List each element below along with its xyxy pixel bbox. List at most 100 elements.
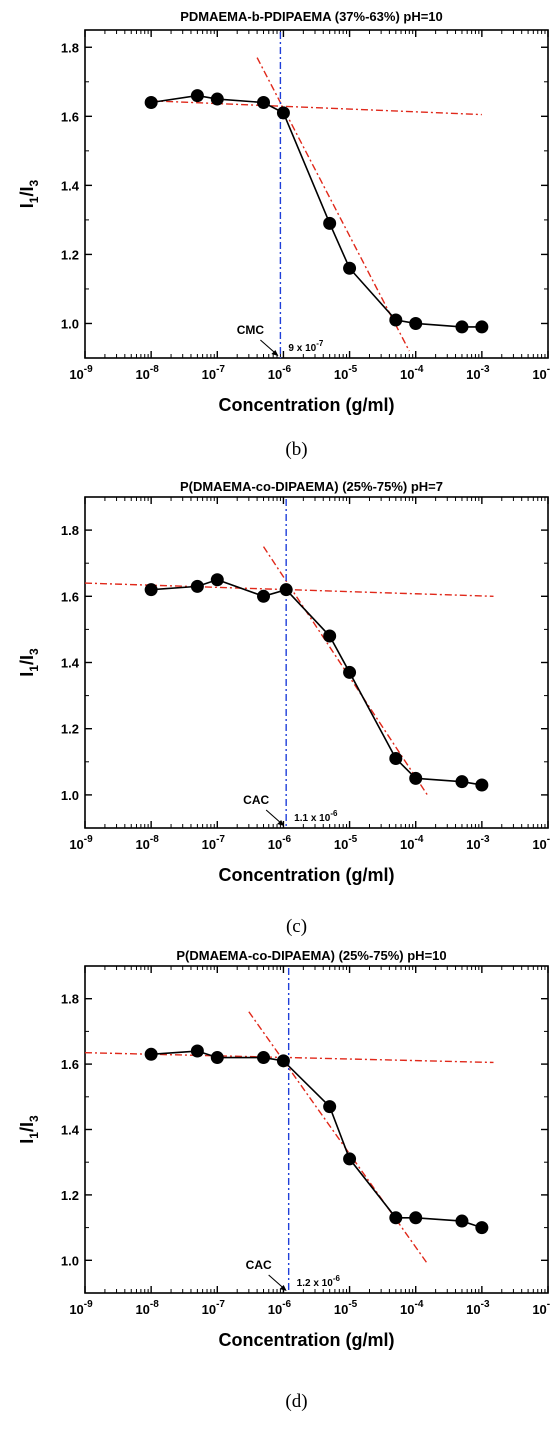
data-point xyxy=(144,583,158,597)
data-point xyxy=(190,89,204,103)
x-tick-label: 10-3 xyxy=(466,834,490,852)
y-tick-label: 1.8 xyxy=(61,992,79,1007)
y-tick-label: 1.2 xyxy=(61,722,79,737)
y-tick-label: 1.6 xyxy=(61,109,79,124)
data-point xyxy=(144,96,158,110)
data-point xyxy=(190,1044,204,1058)
series-line xyxy=(151,578,482,786)
x-tick-label: 10-9 xyxy=(69,364,93,382)
data-point xyxy=(276,106,290,120)
y-tick-label: 1.4 xyxy=(61,656,80,671)
data-point xyxy=(389,313,403,327)
data-point xyxy=(409,771,423,785)
data-point xyxy=(323,1100,337,1114)
y-tick-label: 1.8 xyxy=(61,523,79,538)
data-point xyxy=(210,1051,224,1065)
data-point xyxy=(455,1214,469,1228)
x-tick-label: 10-8 xyxy=(135,1299,159,1317)
data-point xyxy=(475,1221,489,1235)
data-point xyxy=(455,320,469,334)
arrowhead-icon xyxy=(271,350,279,356)
panel-label: (d) xyxy=(285,1391,307,1412)
panel-label: (b) xyxy=(285,439,307,460)
y-tick-label: 1.0 xyxy=(61,1253,79,1268)
fit-line-2 xyxy=(248,1011,428,1264)
y-tick-label: 1.4 xyxy=(61,1123,80,1138)
data-point xyxy=(210,92,224,106)
arrowhead-icon xyxy=(279,1285,287,1291)
data-point xyxy=(409,1211,423,1225)
x-tick-label: 10-4 xyxy=(400,834,424,852)
data-point xyxy=(323,629,337,643)
y-tick-label: 1.8 xyxy=(61,40,79,55)
x-axis-label: Concentration (g/ml) xyxy=(219,865,395,885)
x-tick-label: 10-9 xyxy=(69,834,93,852)
x-tick-label: 10-3 xyxy=(466,364,490,382)
data-point xyxy=(257,1051,271,1065)
x-axis-label: Concentration (g/ml) xyxy=(219,1330,395,1350)
x-tick-label: 10-7 xyxy=(202,1299,226,1317)
x-tick-label: 10-7 xyxy=(202,364,226,382)
x-tick-label: 10-7 xyxy=(202,834,226,852)
x-tick-label: 10-6 xyxy=(268,364,292,382)
data-point xyxy=(475,320,489,334)
threshold-value: 1.1 x 10-6 xyxy=(294,809,338,824)
data-point xyxy=(210,573,224,587)
plot-frame xyxy=(84,29,549,359)
y-axis-label: I1/I3 xyxy=(17,179,41,208)
x-tick-label: 10-2 xyxy=(532,834,550,852)
y-tick-label: 1.0 xyxy=(61,788,79,803)
panel-label: (c) xyxy=(286,916,307,937)
chart-title: P(DMAEMA-co-DIPAEMA) (25%-75%) pH=7 xyxy=(180,479,443,494)
arrowhead-icon xyxy=(277,820,285,826)
data-point xyxy=(343,1152,357,1166)
data-point xyxy=(323,216,337,230)
data-point xyxy=(279,583,293,597)
series-line xyxy=(151,1050,483,1229)
data-point xyxy=(257,589,271,603)
fit-line-1 xyxy=(84,1051,494,1064)
x-tick-label: 10-4 xyxy=(400,1299,424,1317)
y-tick-label: 1.0 xyxy=(61,316,79,331)
x-tick-label: 10-8 xyxy=(135,834,159,852)
x-tick-label: 10-6 xyxy=(268,1299,292,1317)
threshold-value: 9 x 10-7 xyxy=(288,339,323,354)
chart-panel-1: PDMAEMA-b-PDIPAEMA (37%-63%) pH=10 10-9 10… xyxy=(17,9,550,460)
threshold-label: CAC xyxy=(246,1258,272,1272)
plot-frame xyxy=(84,496,549,829)
y-tick-label: 1.2 xyxy=(61,1188,79,1203)
fit-line-1 xyxy=(151,100,482,116)
x-tick-label: 10-5 xyxy=(334,834,358,852)
data-point xyxy=(343,665,357,679)
threshold-label: CAC xyxy=(243,793,269,807)
x-tick-label: 10-3 xyxy=(466,1299,490,1317)
x-tick-label: 10-5 xyxy=(334,364,358,382)
series-line xyxy=(151,94,482,328)
chart-panel-3: P(DMAEMA-co-DIPAEMA) (25%-75%) pH=10 10-9… xyxy=(17,948,550,1412)
y-axis-label: I1/I3 xyxy=(17,1115,41,1144)
y-tick-label: 1.4 xyxy=(61,178,80,193)
plot-frame xyxy=(84,965,549,1294)
x-tick-label: 10-9 xyxy=(69,1299,93,1317)
data-point xyxy=(257,96,271,110)
data-point xyxy=(343,261,357,275)
chart-panel-2: P(DMAEMA-co-DIPAEMA) (25%-75%) pH=7 10-9 1… xyxy=(17,479,550,937)
data-point xyxy=(455,775,469,789)
threshold-label: CMC xyxy=(237,323,265,337)
data-point xyxy=(389,751,403,765)
data-point xyxy=(389,1211,403,1225)
data-point xyxy=(276,1054,290,1068)
data-point xyxy=(190,579,204,593)
x-tick-label: 10-2 xyxy=(532,364,550,382)
y-tick-label: 1.6 xyxy=(61,589,79,604)
y-tick-label: 1.2 xyxy=(61,247,79,262)
data-point xyxy=(475,778,489,792)
x-tick-label: 10-2 xyxy=(532,1299,550,1317)
x-axis-label: Concentration (g/ml) xyxy=(219,395,395,415)
threshold-value: 1.2 x 10-6 xyxy=(297,1274,341,1289)
chart-title: P(DMAEMA-co-DIPAEMA) (25%-75%) pH=10 xyxy=(176,948,446,963)
x-tick-label: 10-4 xyxy=(400,364,424,382)
data-point xyxy=(144,1047,158,1061)
y-tick-label: 1.6 xyxy=(61,1057,79,1072)
y-axis-label: I1/I3 xyxy=(17,648,41,677)
